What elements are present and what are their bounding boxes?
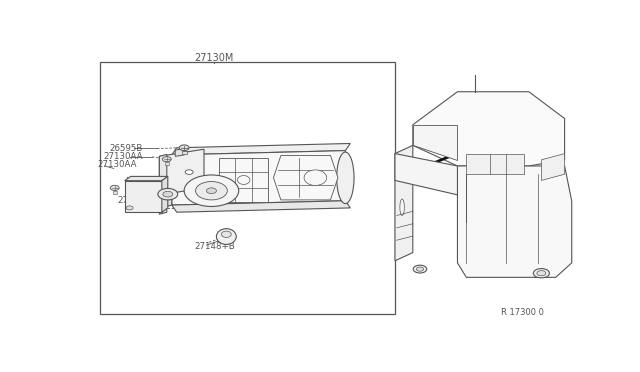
Circle shape [126,206,133,210]
Circle shape [179,145,189,151]
Circle shape [184,175,239,206]
Circle shape [196,182,227,200]
Polygon shape [167,155,172,206]
Circle shape [110,185,119,190]
Polygon shape [413,125,458,160]
Polygon shape [175,149,184,156]
Bar [100,62,395,314]
Polygon shape [395,154,458,195]
Polygon shape [395,145,413,261]
Text: 26595B: 26595B [110,144,143,153]
Bar [125,181,162,212]
Circle shape [163,191,173,197]
Polygon shape [162,176,168,212]
Polygon shape [413,92,564,166]
Bar [219,158,269,202]
Polygon shape [467,154,524,174]
Text: 27130AA: 27130AA [97,160,137,169]
Polygon shape [172,151,346,205]
Polygon shape [172,201,350,212]
Bar [165,162,169,165]
Polygon shape [159,154,167,214]
Text: 27148+B: 27148+B [194,242,235,251]
Polygon shape [172,144,350,155]
Circle shape [537,271,546,276]
Ellipse shape [337,152,354,203]
Bar [182,151,187,154]
Circle shape [413,265,427,273]
Polygon shape [125,176,168,181]
Circle shape [417,267,424,271]
Ellipse shape [400,199,404,215]
Circle shape [533,269,549,278]
Polygon shape [159,149,204,195]
Bar [113,191,116,193]
Ellipse shape [304,170,326,186]
Polygon shape [541,154,564,180]
Text: 27130M: 27130M [194,52,234,62]
Text: 27130AA: 27130AA [104,153,143,161]
Ellipse shape [237,176,250,185]
Polygon shape [458,166,572,278]
Text: 27663RA: 27663RA [117,196,156,205]
Ellipse shape [216,229,236,244]
Ellipse shape [221,231,231,237]
Text: R 17300 0: R 17300 0 [501,308,544,317]
Circle shape [158,189,178,200]
Circle shape [207,188,216,193]
Circle shape [185,170,193,174]
Circle shape [163,157,172,162]
Polygon shape [273,155,338,200]
